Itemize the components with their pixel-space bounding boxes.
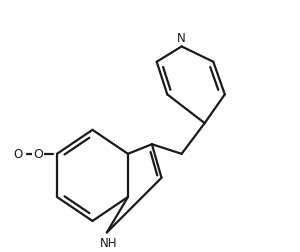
Text: N: N (177, 32, 186, 44)
Text: O: O (13, 148, 22, 161)
Text: O: O (33, 148, 43, 161)
Text: NH: NH (100, 236, 118, 249)
